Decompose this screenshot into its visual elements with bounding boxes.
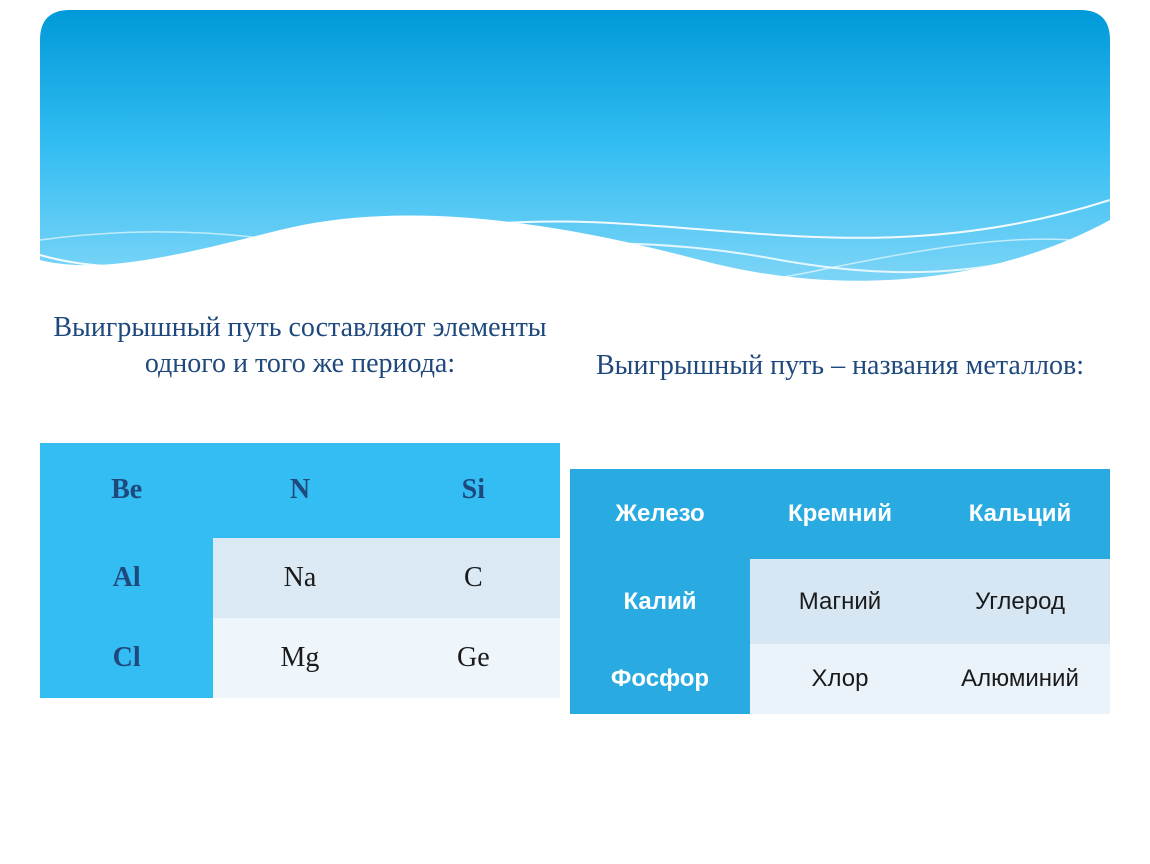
cell-silicon: Кремний [750,469,930,559]
cell-cl: Cl [40,618,213,698]
left-column: Выигрышный путь составляют элементы одно… [40,310,560,714]
left-table: Be N Si Al Na C Cl Mg Ge [40,443,560,698]
wave-svg [0,0,1150,320]
table-row: Al Na C [40,538,560,618]
cell-ge: Ge [387,618,560,698]
table-row: Фосфор Хлор Алюминий [570,644,1110,714]
content-area: Выигрышный путь составляют элементы одно… [0,310,1150,714]
right-caption: Выигрышный путь – названия металлов: [596,348,1084,384]
cell-n: N [213,443,386,538]
table-row: Be N Si [40,443,560,538]
cell-calcium: Кальций [930,469,1110,559]
cell-si: Si [387,443,560,538]
cell-iron: Железо [570,469,750,559]
table-row: Железо Кремний Кальций [570,469,1110,559]
cell-aluminium: Алюминий [930,644,1110,714]
table-row: Cl Mg Ge [40,618,560,698]
cell-chlorine: Хлор [750,644,930,714]
cell-magnesium: Магний [750,559,930,644]
right-column: Выигрышный путь – названия металлов: Жел… [570,310,1110,714]
cell-al: Al [40,538,213,618]
table-row: Калий Магний Углерод [570,559,1110,644]
cell-carbon: Углерод [930,559,1110,644]
cell-be: Be [40,443,213,538]
left-caption: Выигрышный путь составляют элементы одно… [40,310,560,383]
cell-mg: Mg [213,618,386,698]
cell-na: Na [213,538,386,618]
wave-header [0,0,1150,320]
cell-potassium: Калий [570,559,750,644]
right-table: Железо Кремний Кальций Калий Магний Угле… [570,469,1110,714]
cell-c: C [387,538,560,618]
cell-phosphorus: Фосфор [570,644,750,714]
